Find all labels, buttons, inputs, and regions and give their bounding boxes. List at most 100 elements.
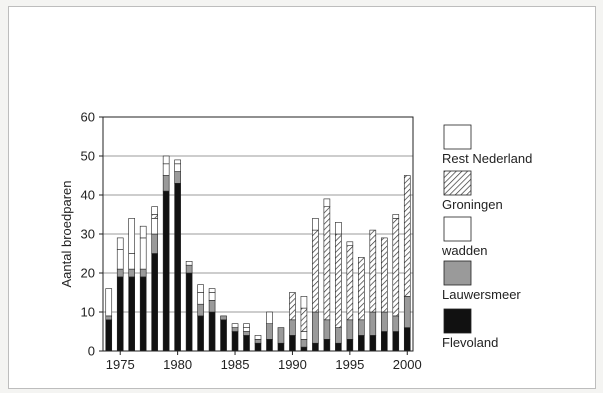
bar-segment-rest-nederland (312, 218, 319, 231)
bar-segment-flevoland (208, 311, 216, 352)
bar-segment-flevoland (369, 335, 377, 352)
bar-segment-flevoland (220, 319, 227, 352)
bar-segment-rest-nederland (323, 198, 331, 207)
bar-segment-rest-nederland (300, 296, 308, 309)
bar-segment-lauwersmeer (128, 268, 136, 278)
bar-segment-wadden (243, 327, 250, 332)
bar-segment-groningen (403, 175, 411, 297)
bar-segment-flevoland (185, 272, 193, 352)
bar-segment-flevoland (162, 190, 170, 352)
bar-segment-rest-nederland (116, 237, 124, 250)
bar-segment-flevoland (243, 335, 250, 352)
bar-segment-flevoland (323, 338, 331, 352)
bar-segment-flevoland (300, 346, 308, 352)
bar-segment-groningen (289, 292, 296, 321)
bar-segment-lauwersmeer (139, 268, 147, 278)
bar-segment-rest-nederland (208, 288, 216, 293)
bar-segment-lauwersmeer (220, 315, 227, 321)
bar-segment-groningen (369, 229, 377, 313)
x-tick-label: 2000 (393, 357, 422, 372)
bar-segment-flevoland (358, 335, 365, 352)
bar-segment-lauwersmeer (197, 303, 204, 317)
y-tick-label: 0 (88, 344, 95, 359)
bar-segment-groningen (358, 257, 365, 321)
bar-segment-rest-nederland (243, 323, 250, 328)
bar-segment-lauwersmeer (403, 296, 411, 328)
bar-segment-groningen (335, 233, 342, 328)
bar-segment-flevoland (116, 276, 124, 352)
legend-swatch-rest-nederland (443, 124, 472, 150)
legend-swatch-wadden (443, 216, 472, 242)
bar-segment-groningen (346, 245, 354, 321)
bar-segment-flevoland (151, 253, 158, 352)
gridlines (103, 155, 413, 313)
bar-segment-wadden (197, 292, 204, 305)
bar-segment-wadden (185, 261, 193, 266)
bars (105, 155, 411, 352)
bar-segment-lauwersmeer (369, 311, 377, 336)
y-tick-label: 30 (81, 227, 95, 242)
x-tick-label: 1995 (335, 357, 364, 372)
legend-swatch-flevoland (443, 308, 472, 334)
legend-label-wadden: wadden (441, 243, 488, 258)
bar-segment-flevoland (128, 276, 136, 352)
bar-segment-flevoland (231, 331, 239, 352)
bar-segment-flevoland (392, 331, 400, 352)
bar-segment-lauwersmeer (185, 264, 193, 274)
x-tick-label: 1985 (221, 357, 250, 372)
legend-label-flevoland: Flevoland (442, 335, 498, 350)
bar-chart: 0 10 20 30 40 50 60 1975 1980 1985 1990 1995 2000 A… (59, 110, 532, 373)
bar-segment-lauwersmeer (151, 233, 158, 254)
bar-segment-rest-nederland (335, 222, 342, 235)
y-tick-label: 40 (81, 188, 95, 203)
bar-segment-lauwersmeer (105, 315, 113, 321)
legend: Rest Nederland Groningen wadden Lauwersmeer… (441, 124, 532, 350)
bar-segment-lauwersmeer (254, 338, 262, 344)
bar-segment-lauwersmeer (323, 319, 331, 340)
bar-segment-rest-nederland (174, 159, 181, 165)
bar-segment-flevoland (197, 315, 204, 352)
bar-segment-flevoland (139, 276, 147, 352)
bar-segment-flevoland (266, 338, 273, 352)
bar-segment-lauwersmeer (289, 319, 296, 336)
bar-segment-flevoland (380, 331, 388, 352)
bar-segment-lauwersmeer (116, 268, 124, 278)
bar-segment-lauwersmeer (358, 319, 365, 336)
bar-segment-wadden (116, 249, 124, 270)
bar-segment-lauwersmeer (162, 175, 170, 192)
bar-segment-lauwersmeer (380, 311, 388, 332)
bar-segment-flevoland (346, 338, 354, 352)
bar-segment-wadden (300, 331, 308, 340)
bar-segment-flevoland (312, 342, 319, 352)
bar-segment-rest-nederland (346, 241, 354, 247)
chart-frame: 0 10 20 30 40 50 60 1975 1980 1985 1990 1995 2000 A… (8, 6, 596, 389)
bar-segment-rest-nederland (162, 155, 170, 165)
bar-segment-lauwersmeer (208, 299, 216, 313)
bar-segment-lauwersmeer (312, 311, 319, 344)
bar-segment-rest-nederland (139, 225, 147, 239)
bar-segment-rest-nederland (197, 284, 204, 293)
bar-segment-wadden (151, 218, 158, 235)
bar-segment-groningen (392, 218, 400, 317)
bar-segment-wadden (174, 163, 181, 172)
bar-segment-flevoland (254, 342, 262, 352)
bar-segment-lauwersmeer (346, 319, 354, 340)
bar-segment-flevoland (105, 319, 113, 352)
bar-segment-rest-nederland (254, 335, 262, 340)
bar-segment-wadden (128, 253, 136, 270)
bar-segment-rest-nederland (128, 218, 136, 254)
legend-swatch-lauwersmeer (443, 260, 472, 286)
axes (99, 116, 414, 355)
bar-segment-lauwersmeer (300, 338, 308, 348)
y-tick-labels: 0 10 20 30 40 50 60 (81, 110, 95, 359)
bar-segment-flevoland (403, 327, 411, 352)
bar-segment-flevoland (174, 183, 181, 352)
bar-segment-wadden (208, 292, 216, 301)
x-tick-labels: 1975 1980 1985 1990 1995 2000 (106, 357, 422, 372)
x-tick-label: 1975 (106, 357, 135, 372)
bar-segment-flevoland (335, 342, 342, 352)
bar-segment-flevoland (289, 335, 296, 352)
y-tick-label: 50 (81, 149, 95, 164)
y-tick-label: 60 (81, 110, 95, 125)
bar-segment-rest-nederland (392, 214, 400, 219)
